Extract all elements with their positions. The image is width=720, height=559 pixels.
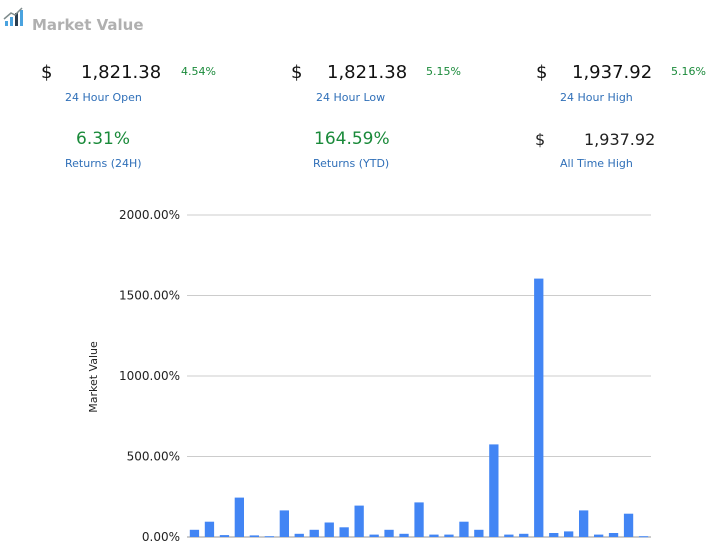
returns-ytd-value: 164.59% [314,129,390,149]
bar [504,534,514,537]
bar [474,529,484,537]
bar [489,444,499,537]
bar [444,534,454,537]
bar [204,521,215,537]
header: Market Value [0,0,720,40]
bar [594,534,604,537]
currency-symbol: $ [291,62,303,83]
y-axis-ticks: 0.00% 500.00% 1000.00% 1500.00% 2000.00% [119,208,180,544]
currency-symbol: $ [535,130,546,149]
bar [354,505,364,537]
bar [339,527,349,537]
high-change: 5.16% [671,65,706,78]
low-label: 24 Hour Low [316,91,386,104]
bar [264,536,274,538]
bar [459,521,469,537]
open-value: 1,821.38 [81,62,162,83]
high-value: 1,937.92 [572,62,653,83]
open-label: 24 Hour Open [65,91,142,104]
bar [564,531,574,537]
bar [189,529,200,537]
bar [608,533,619,537]
returns-ytd-label: Returns (YTD) [313,157,390,170]
bar [309,529,319,537]
bar [534,278,544,537]
bar [429,534,439,537]
currency-symbol: $ [536,62,548,83]
y-tick-label: 2000.00% [119,208,180,222]
y-axis-label: Market Value [87,341,100,413]
bar [249,535,259,537]
high-label: 24 Hour High [560,91,633,104]
bar [294,533,304,537]
low-value: 1,821.38 [327,62,408,83]
low-change: 5.15% [426,65,461,78]
bar [279,510,289,537]
bar [638,536,649,538]
y-tick-label: 1000.00% [119,369,180,383]
bar [414,502,424,537]
bar [399,533,409,537]
y-tick-label: 1500.00% [119,289,180,303]
bar [519,533,529,537]
bar [369,534,379,537]
ath-value: 1,937.92 [584,130,656,149]
currency-symbol: $ [41,62,53,83]
bar [324,522,334,537]
chart-grid [187,214,651,538]
bar [384,529,394,537]
returns-24h-label: Returns (24H) [65,157,142,170]
bar [219,535,230,537]
returns-24h-value: 6.31% [76,129,131,149]
bar-chart-icon [3,7,23,26]
open-change: 4.54% [181,65,216,78]
bar [549,533,559,537]
y-tick-label: 0.00% [142,530,180,544]
bar [234,497,244,537]
bar [579,510,589,537]
chart-bars [189,278,649,538]
ath-label: All Time High [560,157,633,170]
page-title: Market Value [32,16,144,34]
bar [623,513,634,537]
y-tick-label: 500.00% [127,450,180,464]
